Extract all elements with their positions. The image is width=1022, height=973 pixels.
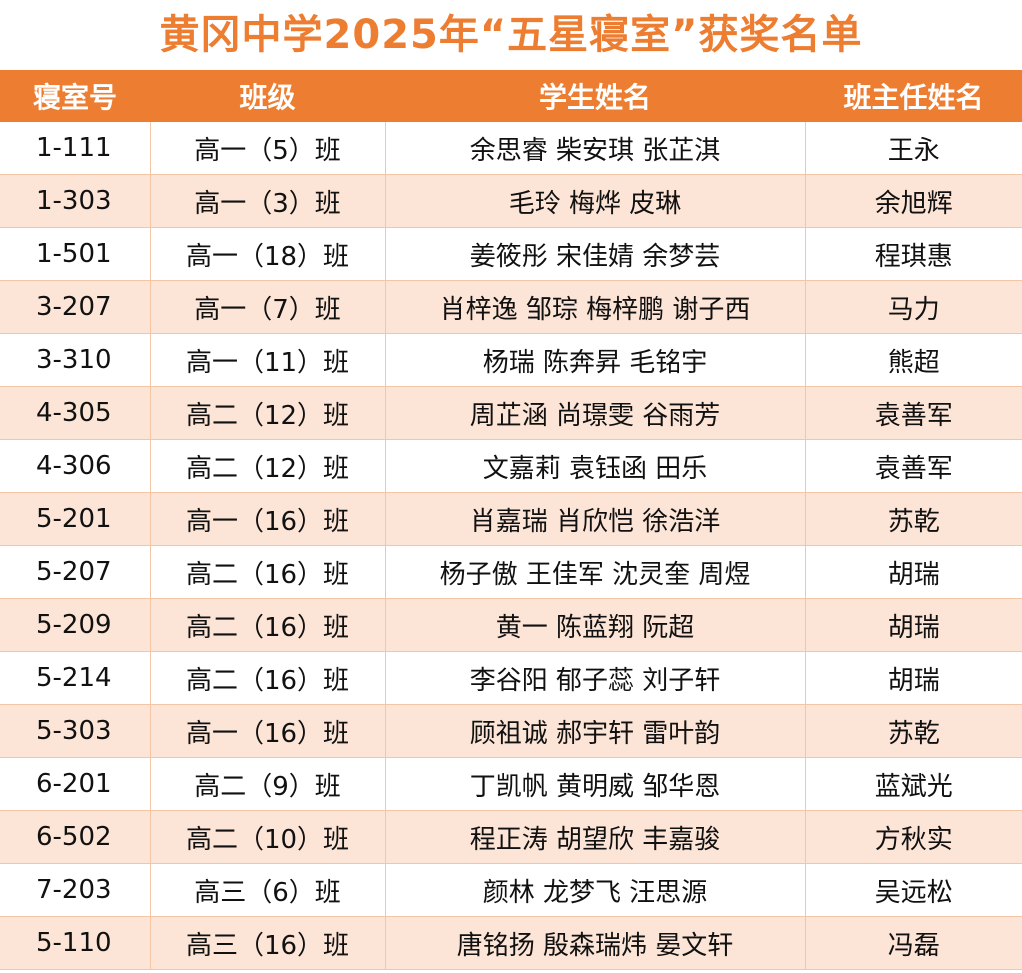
cell-room: 5-209 bbox=[0, 598, 151, 652]
cell-students: 姜筱彤 宋佳婧 余梦芸 bbox=[385, 227, 806, 281]
cell-room: 3-310 bbox=[0, 333, 151, 387]
cell-room: 7-203 bbox=[0, 863, 151, 917]
cell-class: 高三（6）班 bbox=[150, 863, 386, 917]
cell-room: 5-214 bbox=[0, 651, 151, 705]
cell-students: 毛玲 梅烨 皮琳 bbox=[385, 174, 806, 228]
table-row: 6-201 高二（9）班 丁凯帆 黄明威 邹华恩 蓝斌光 bbox=[0, 757, 1022, 811]
table-row: 5-209 高二（16）班 黄一 陈蓝翔 阮超 胡瑞 bbox=[0, 598, 1022, 652]
cell-students: 颜林 龙梦飞 汪思源 bbox=[385, 863, 806, 917]
cell-room: 1-111 bbox=[0, 122, 151, 175]
cell-class: 高一（7）班 bbox=[150, 280, 386, 334]
cell-teacher: 方秋实 bbox=[805, 810, 1022, 864]
cell-class: 高一（11）班 bbox=[150, 333, 386, 387]
cell-class: 高一（3）班 bbox=[150, 174, 386, 228]
cell-teacher: 余旭辉 bbox=[805, 174, 1022, 228]
cell-class: 高二（9）班 bbox=[150, 757, 386, 811]
cell-students: 文嘉莉 袁钰函 田乐 bbox=[385, 439, 806, 493]
table-row: 5-201 高一（16）班 肖嘉瑞 肖欣恺 徐浩洋 苏乾 bbox=[0, 492, 1022, 546]
cell-class: 高一（16）班 bbox=[150, 492, 386, 546]
cell-teacher: 王永 bbox=[805, 122, 1022, 175]
cell-class: 高二（16）班 bbox=[150, 545, 386, 599]
cell-room: 4-306 bbox=[0, 439, 151, 493]
cell-room: 6-201 bbox=[0, 757, 151, 811]
cell-class: 高一（18）班 bbox=[150, 227, 386, 281]
header-class: 班级 bbox=[150, 70, 385, 122]
cell-teacher: 程琪惠 bbox=[805, 227, 1022, 281]
cell-room: 1-501 bbox=[0, 227, 151, 281]
table-row: 3-310 高一（11）班 杨瑞 陈奔昇 毛铭宇 熊超 bbox=[0, 333, 1022, 387]
cell-class: 高二（16）班 bbox=[150, 598, 386, 652]
cell-students: 杨瑞 陈奔昇 毛铭宇 bbox=[385, 333, 806, 387]
cell-students: 余思睿 柴安琪 张芷淇 bbox=[385, 122, 806, 175]
cell-teacher: 苏乾 bbox=[805, 704, 1022, 758]
table-header: 寝室号 班级 学生姓名 班主任姓名 bbox=[0, 70, 1022, 122]
cell-room: 5-110 bbox=[0, 916, 151, 970]
cell-students: 顾祖诚 郝宇轩 雷叶韵 bbox=[385, 704, 806, 758]
cell-teacher: 胡瑞 bbox=[805, 651, 1022, 705]
cell-class: 高一（16）班 bbox=[150, 704, 386, 758]
page-title: 黄冈中学2025年“五星寝室”获奖名单 bbox=[159, 12, 863, 58]
cell-teacher: 苏乾 bbox=[805, 492, 1022, 546]
cell-room: 5-303 bbox=[0, 704, 151, 758]
cell-students: 唐铭扬 殷森瑞炜 晏文轩 bbox=[385, 916, 806, 970]
cell-teacher: 胡瑞 bbox=[805, 545, 1022, 599]
cell-students: 李谷阳 郁子蕊 刘子轩 bbox=[385, 651, 806, 705]
cell-room: 5-201 bbox=[0, 492, 151, 546]
cell-class: 高二（12）班 bbox=[150, 386, 386, 440]
table-row: 4-306 高二（12）班 文嘉莉 袁钰函 田乐 袁善军 bbox=[0, 439, 1022, 493]
cell-students: 黄一 陈蓝翔 阮超 bbox=[385, 598, 806, 652]
cell-class: 高一（5）班 bbox=[150, 122, 386, 175]
cell-room: 4-305 bbox=[0, 386, 151, 440]
cell-class: 高二（16）班 bbox=[150, 651, 386, 705]
cell-teacher: 冯磊 bbox=[805, 916, 1022, 970]
cell-students: 周芷涵 尚璟雯 谷雨芳 bbox=[385, 386, 806, 440]
cell-teacher: 袁善军 bbox=[805, 439, 1022, 493]
cell-teacher: 吴远松 bbox=[805, 863, 1022, 917]
cell-teacher: 袁善军 bbox=[805, 386, 1022, 440]
header-room: 寝室号 bbox=[0, 70, 150, 122]
award-table: 寝室号 班级 学生姓名 班主任姓名 1-111 高一（5）班 余思睿 柴安琪 张芷淇… bbox=[0, 70, 1022, 970]
cell-room: 6-502 bbox=[0, 810, 151, 864]
cell-teacher: 胡瑞 bbox=[805, 598, 1022, 652]
table-row: 5-214 高二（16）班 李谷阳 郁子蕊 刘子轩 胡瑞 bbox=[0, 651, 1022, 705]
cell-class: 高二（12）班 bbox=[150, 439, 386, 493]
cell-room: 1-303 bbox=[0, 174, 151, 228]
table-row: 3-207 高一（7）班 肖梓逸 邹琮 梅梓鹏 谢子西 马力 bbox=[0, 280, 1022, 334]
cell-students: 程正涛 胡望欣 丰嘉骏 bbox=[385, 810, 806, 864]
cell-class: 高三（16）班 bbox=[150, 916, 386, 970]
cell-students: 肖嘉瑞 肖欣恺 徐浩洋 bbox=[385, 492, 806, 546]
table-row: 5-303 高一（16）班 顾祖诚 郝宇轩 雷叶韵 苏乾 bbox=[0, 704, 1022, 758]
cell-room: 3-207 bbox=[0, 280, 151, 334]
header-students: 学生姓名 bbox=[385, 70, 805, 122]
table-row: 6-502 高二（10）班 程正涛 胡望欣 丰嘉骏 方秋实 bbox=[0, 810, 1022, 864]
table-row: 1-303 高一（3）班 毛玲 梅烨 皮琳 余旭辉 bbox=[0, 174, 1022, 228]
table-row: 7-203 高三（6）班 颜林 龙梦飞 汪思源 吴远松 bbox=[0, 863, 1022, 917]
table-row: 5-207 高二（16）班 杨子傲 王佳军 沈灵奎 周煜 胡瑞 bbox=[0, 545, 1022, 599]
table-row: 1-501 高一（18）班 姜筱彤 宋佳婧 余梦芸 程琪惠 bbox=[0, 227, 1022, 281]
table-body: 1-111 高一（5）班 余思睿 柴安琪 张芷淇 王永 1-303 高一（3）班 毛玲 梅烨… bbox=[0, 122, 1022, 970]
cell-students: 杨子傲 王佳军 沈灵奎 周煜 bbox=[385, 545, 806, 599]
table-row: 1-111 高一（5）班 余思睿 柴安琪 张芷淇 王永 bbox=[0, 122, 1022, 175]
cell-students: 丁凯帆 黄明威 邹华恩 bbox=[385, 757, 806, 811]
cell-teacher: 马力 bbox=[805, 280, 1022, 334]
header-row: 寝室号 班级 学生姓名 班主任姓名 bbox=[0, 70, 1022, 122]
cell-class: 高二（10）班 bbox=[150, 810, 386, 864]
header-teacher: 班主任姓名 bbox=[805, 70, 1022, 122]
cell-teacher: 蓝斌光 bbox=[805, 757, 1022, 811]
cell-room: 5-207 bbox=[0, 545, 151, 599]
cell-students: 肖梓逸 邹琮 梅梓鹏 谢子西 bbox=[385, 280, 806, 334]
table-row: 4-305 高二（12）班 周芷涵 尚璟雯 谷雨芳 袁善军 bbox=[0, 386, 1022, 440]
cell-teacher: 熊超 bbox=[805, 333, 1022, 387]
table-row: 5-110 高三（16）班 唐铭扬 殷森瑞炜 晏文轩 冯磊 bbox=[0, 916, 1022, 970]
